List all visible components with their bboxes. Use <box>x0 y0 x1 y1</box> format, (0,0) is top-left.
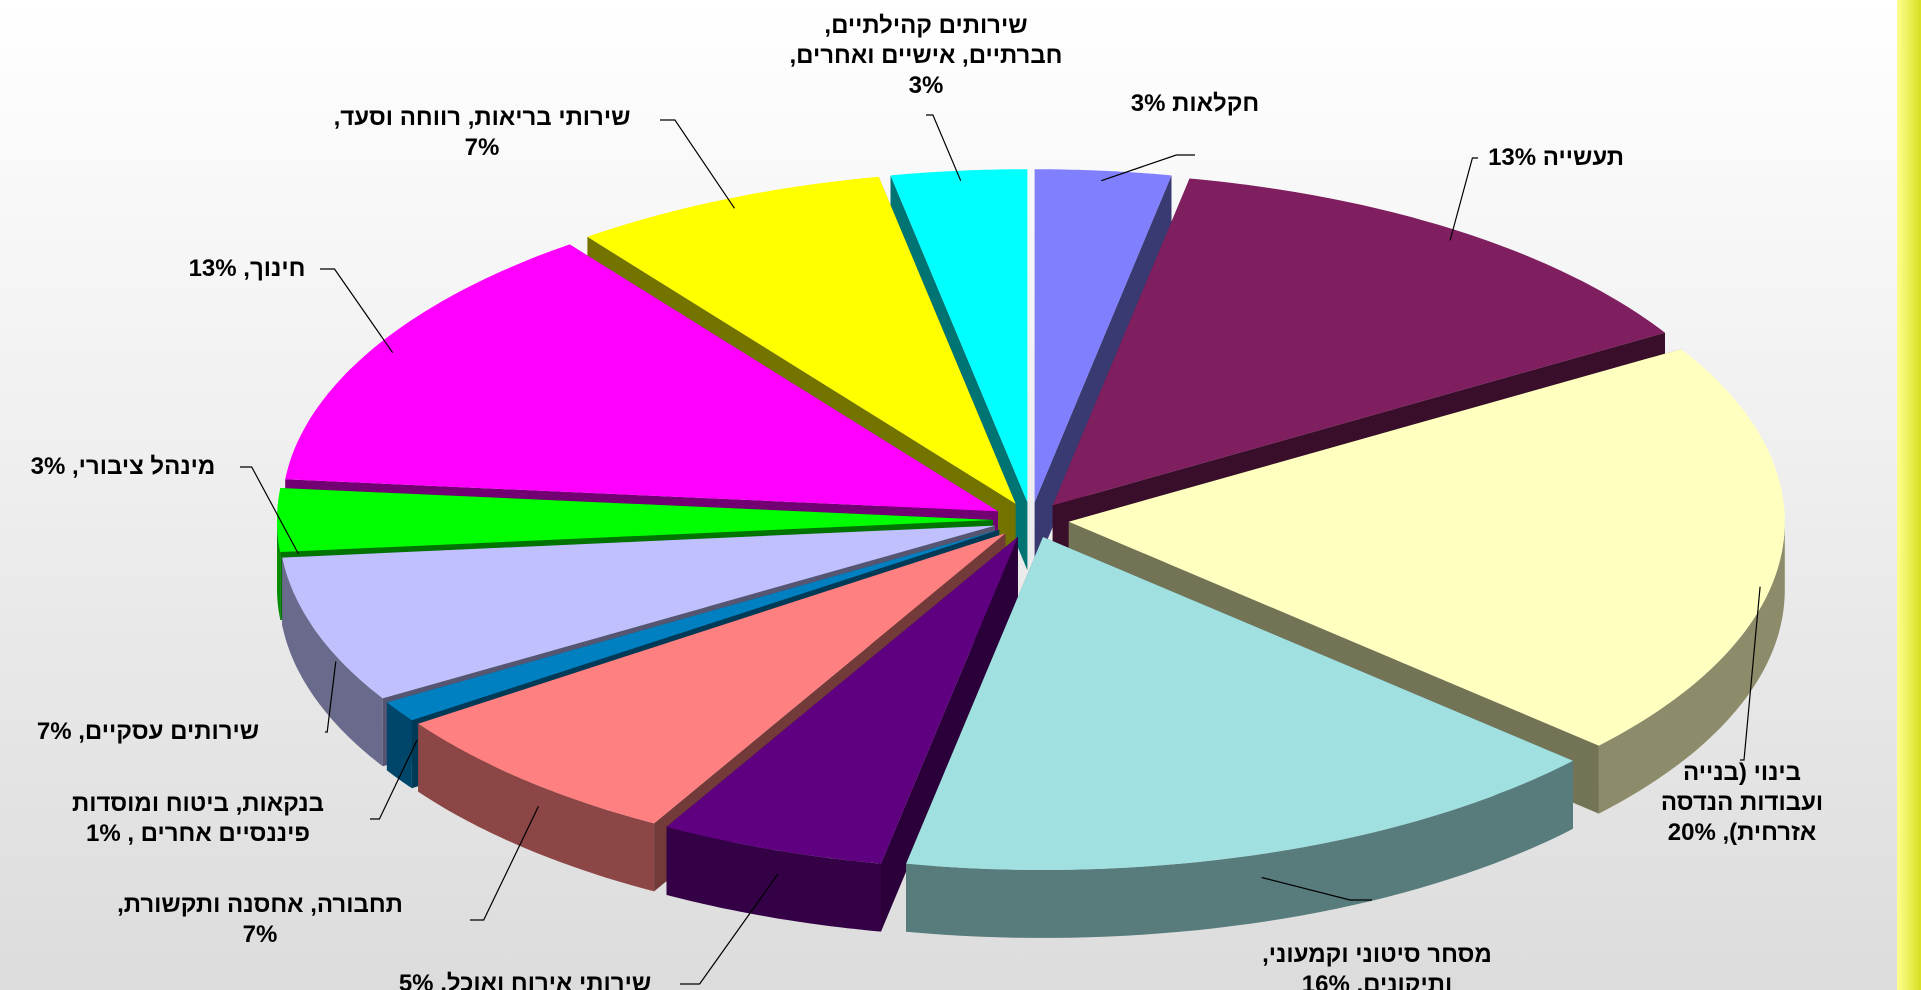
leader-line <box>680 873 779 985</box>
slice-top <box>277 488 993 552</box>
slice-label: חקלאות 3% <box>1131 89 1259 119</box>
value-label: 20% <box>1667 819 1716 846</box>
value-label: 1% <box>85 820 121 847</box>
side-strip <box>1897 0 1921 990</box>
leader-line <box>370 739 418 820</box>
slice <box>666 536 1018 932</box>
slice-top <box>282 525 995 699</box>
slice-top <box>1034 169 1172 503</box>
leader-line <box>1101 154 1195 182</box>
slice-wall <box>418 723 655 892</box>
slice-label: תעשייה 13% <box>1488 143 1624 173</box>
value-label: 16% <box>1301 971 1350 990</box>
value-label: 5% <box>398 970 434 990</box>
leader-line <box>240 466 300 555</box>
slice-label: שירותי אירוח ואוכל, 5% <box>399 969 651 990</box>
slice-top <box>285 244 998 512</box>
category-name: שירותי בריאות, רווחה וסעד, <box>333 104 631 131</box>
category-name: שירותים עסקיים, <box>78 718 260 745</box>
slice-wall <box>906 760 1573 938</box>
slice-wall <box>277 520 281 620</box>
value-label: 7% <box>464 134 500 161</box>
category-name: תחבורה, אחסנה ותקשורת, <box>117 891 403 918</box>
slice-top <box>1068 349 1785 746</box>
category-name: שירותים קהילתיים, חברתיים, אישיים ואחרים… <box>789 12 1063 69</box>
slice-label: מסחר סיטוני וקמעוני, ותיקונים, 16% <box>1262 940 1492 990</box>
slice-top <box>666 536 1018 864</box>
category-name: חינוך, <box>243 255 306 282</box>
slice-wall <box>282 557 383 767</box>
slice-top <box>906 537 1573 870</box>
slice-label: בינוי (בנייה ועבודות הנדסה אזרחית), 20% <box>1653 758 1832 848</box>
slice-top <box>1052 178 1665 506</box>
leader-line <box>325 661 337 733</box>
value-label: 13% <box>188 255 237 282</box>
leader-line <box>320 268 394 354</box>
slice-label: מינהל ציבורי, 3% <box>31 452 216 482</box>
slice-top <box>890 169 1028 503</box>
leader-line <box>470 806 540 921</box>
slice-label: חינוך, 13% <box>189 254 306 284</box>
slice-wall <box>386 702 412 789</box>
leader-line <box>1740 586 1761 761</box>
leader-line <box>1261 876 1372 901</box>
value-label: 3% <box>30 453 66 480</box>
leader-line <box>660 119 735 209</box>
slice <box>906 537 1573 938</box>
leader-line <box>1449 157 1478 241</box>
category-name: בנקאות, ביטוח ומוסדות פיננסיים אחרים , <box>71 790 325 847</box>
slice-label: שירותים עסקיים, 7% <box>37 717 259 747</box>
category-name: חקלאות <box>1172 90 1260 117</box>
slice-top <box>587 176 1016 504</box>
category-name: מינהל ציבורי, <box>72 453 216 480</box>
slice-side <box>881 536 1018 932</box>
value-label: 13% <box>1488 144 1537 171</box>
slice-label: שירותי בריאות, רווחה וסעד, 7% <box>334 103 631 163</box>
slice-label: בנקאות, ביטוח ומוסדות פיננסיים אחרים , 1… <box>72 789 324 849</box>
slice-top <box>386 529 1000 721</box>
category-name: בינוי (בנייה ועבודות הנדסה אזרחית), <box>1660 759 1824 846</box>
value-label: 7% <box>36 718 72 745</box>
leader-line <box>926 114 962 181</box>
slice-top <box>418 533 1006 824</box>
category-name: תעשייה <box>1542 144 1624 171</box>
slice-wall <box>1598 521 1785 814</box>
category-name: מסחר סיטוני וקמעוני, ותיקונים, <box>1262 941 1492 990</box>
category-name: שירותי אירוח ואוכל, <box>440 970 652 990</box>
slice-label: שירותים קהילתיים, חברתיים, אישיים ואחרים… <box>790 11 1063 101</box>
slice-label: תחבורה, אחסנה ותקשורת, 7% <box>117 890 403 950</box>
value-label: 7% <box>242 921 278 948</box>
value-label: 3% <box>908 72 944 99</box>
value-label: 3% <box>1130 90 1166 117</box>
